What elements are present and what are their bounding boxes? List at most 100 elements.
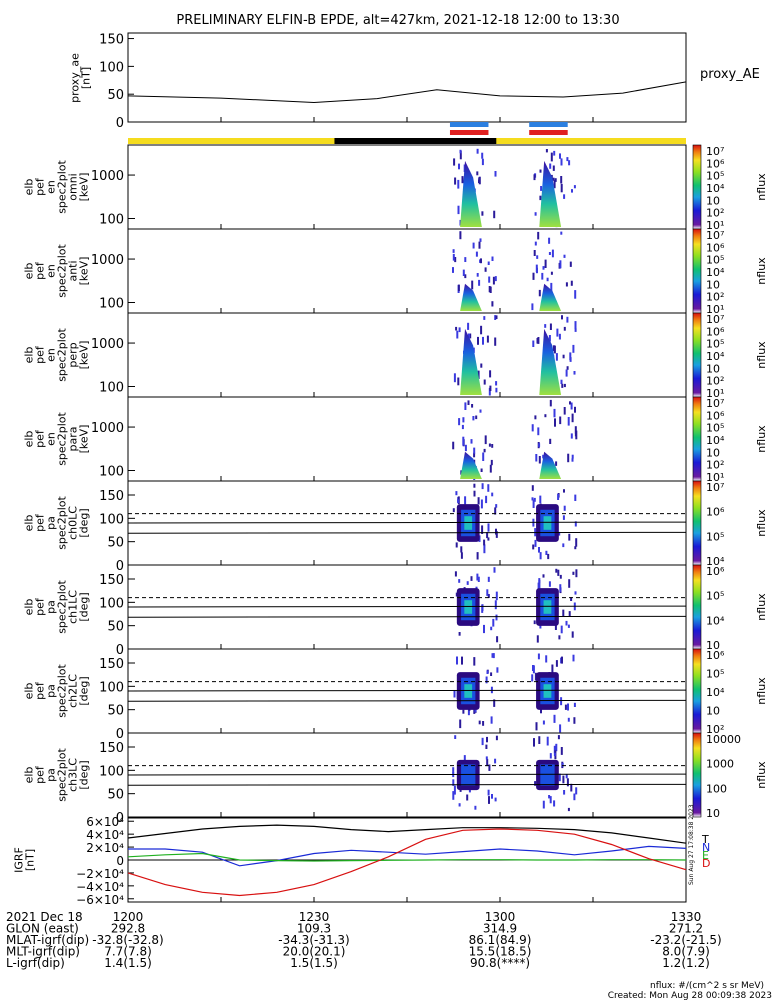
spectrogram-mark bbox=[537, 635, 539, 642]
spectrogram-mark bbox=[537, 427, 539, 435]
panel-frame bbox=[128, 229, 686, 313]
spectrogram-mark bbox=[452, 267, 454, 273]
spectrogram-mark bbox=[486, 589, 488, 596]
spectrogram-mark bbox=[477, 149, 479, 154]
igrf-tick-label: 2×10⁴ bbox=[86, 841, 124, 855]
spectrogram-mark bbox=[482, 604, 484, 611]
footer-value: 90.8(****) bbox=[470, 956, 530, 970]
igrf-tick-label: −4×10⁴ bbox=[76, 880, 124, 894]
spectrogram-mark bbox=[458, 418, 460, 425]
spectrogram-mark bbox=[471, 439, 473, 444]
spectrogram-mark bbox=[467, 581, 469, 585]
spectrogram-mark bbox=[490, 465, 492, 473]
y-tick-label: 1000 bbox=[91, 421, 124, 436]
y-tick-label: 100 bbox=[99, 596, 124, 611]
spectrogram-mark bbox=[486, 677, 488, 684]
spectrogram-mark bbox=[559, 724, 561, 732]
spectrogram-mark bbox=[458, 285, 460, 292]
spectrogram-mark bbox=[478, 497, 480, 504]
igrf-tick-label: −6×10⁴ bbox=[76, 893, 124, 907]
igrf-legend-D: D bbox=[702, 857, 710, 870]
spectrogram-mark bbox=[495, 600, 497, 609]
spectrogram-mark bbox=[461, 552, 463, 559]
spectrogram-mark bbox=[557, 570, 559, 576]
spectrogram-mark bbox=[538, 547, 540, 553]
spectrogram-mark bbox=[567, 454, 569, 463]
spectrogram-mark bbox=[574, 703, 576, 707]
ylabel: elbpefenspec2plotperp[keV] bbox=[23, 328, 91, 382]
spectrogram-mark bbox=[567, 704, 569, 711]
spectrogram-mark bbox=[559, 334, 561, 340]
spectrogram-mark bbox=[544, 414, 546, 417]
spectrogram-mark bbox=[541, 273, 543, 280]
spectrogram-mark bbox=[473, 448, 475, 454]
panel-frame bbox=[128, 397, 686, 481]
y-tick-label: 0 bbox=[116, 727, 124, 742]
colorbar-label: nflux bbox=[755, 509, 768, 537]
colorbar-label-text: nflux bbox=[755, 341, 768, 369]
spectrogram-mark bbox=[547, 278, 549, 282]
colorbar-label-text: nflux bbox=[755, 257, 768, 285]
spectrogram-mark bbox=[561, 158, 563, 165]
colorbar-tick-label: 10⁴ bbox=[706, 350, 725, 363]
colorbar-tick-label: 10 bbox=[706, 807, 720, 820]
spectrogram-mark bbox=[540, 764, 554, 785]
y-tick-label: 50 bbox=[107, 788, 124, 803]
spectrogram-mark bbox=[536, 255, 538, 259]
colorbar-tick-label: 10² bbox=[706, 291, 724, 304]
spectrogram-mark bbox=[573, 655, 575, 662]
footer-value: 1.2(1.2) bbox=[662, 956, 710, 970]
spectrogram-mark bbox=[477, 552, 479, 559]
spectrogram-mark bbox=[556, 660, 558, 667]
panels: 050100150proxy_ae[nT] proxy_AE1001000elbp… bbox=[13, 33, 769, 907]
colorbar-label-text: nflux bbox=[755, 173, 768, 201]
spectrogram-mark bbox=[571, 189, 573, 193]
footer-value: 1.4(1.5) bbox=[104, 956, 152, 970]
y-tick-label: 0 bbox=[116, 643, 124, 658]
spectrogram-mark bbox=[566, 775, 568, 779]
spectrogram-mark bbox=[466, 795, 468, 801]
spectrogram-mark bbox=[482, 721, 484, 726]
ae-tick-label: 100 bbox=[99, 60, 124, 75]
spectrogram-mark bbox=[474, 806, 476, 810]
spectrogram-mark bbox=[462, 417, 464, 422]
y-tick-label: 100 bbox=[99, 512, 124, 527]
colorbar bbox=[693, 145, 701, 229]
spectrogram-mark bbox=[544, 684, 552, 698]
spectrogram-mark bbox=[536, 722, 538, 730]
y-tick-label: 100 bbox=[99, 680, 124, 695]
spectrogram-mark bbox=[555, 569, 557, 573]
spectrogram-mark bbox=[487, 484, 489, 492]
colorbar-tick-label: 10⁵ bbox=[706, 422, 724, 435]
spectrogram-mark bbox=[549, 439, 551, 444]
units-note: nflux: #/(cm^2 s sr MeV) bbox=[650, 981, 764, 991]
spectrogram-mark bbox=[568, 718, 570, 722]
colorbar-tick-label: 10⁷ bbox=[706, 145, 724, 158]
spectrogram-mark bbox=[453, 158, 455, 165]
spectrogram-mark bbox=[496, 736, 498, 741]
spectrogram-mark bbox=[480, 364, 482, 368]
colorbar bbox=[693, 313, 701, 397]
spectrogram-mark bbox=[463, 270, 465, 276]
spectrogram-mark bbox=[561, 315, 563, 319]
ylabel-line: [keV] bbox=[78, 425, 91, 454]
spectrogram-mark bbox=[538, 443, 540, 447]
colorbar-tick-label: 10² bbox=[706, 375, 724, 388]
spectrogram-mark bbox=[544, 600, 552, 614]
spectrogram-mark bbox=[454, 691, 456, 698]
spectrogram-mark bbox=[493, 211, 495, 219]
colorbar-tick-label: 10⁴ bbox=[706, 266, 725, 279]
spectrogram-mark bbox=[569, 352, 571, 360]
spectrogram-mark bbox=[566, 317, 568, 323]
spectrogram-mark bbox=[563, 515, 565, 520]
spectrogram-mark bbox=[568, 160, 570, 165]
spectrogram-mark bbox=[551, 153, 553, 162]
spectrogram-mark bbox=[477, 273, 479, 277]
colorbar-tick-label: 10⁳ bbox=[706, 194, 720, 207]
spectrogram-mark bbox=[494, 567, 496, 573]
spectrogram-mark bbox=[573, 794, 575, 801]
spectrogram-mark bbox=[535, 212, 537, 216]
spectrogram-mark bbox=[494, 759, 496, 764]
colorbar-tick-label: 10⁶ bbox=[706, 325, 725, 338]
colorbar bbox=[693, 565, 701, 649]
